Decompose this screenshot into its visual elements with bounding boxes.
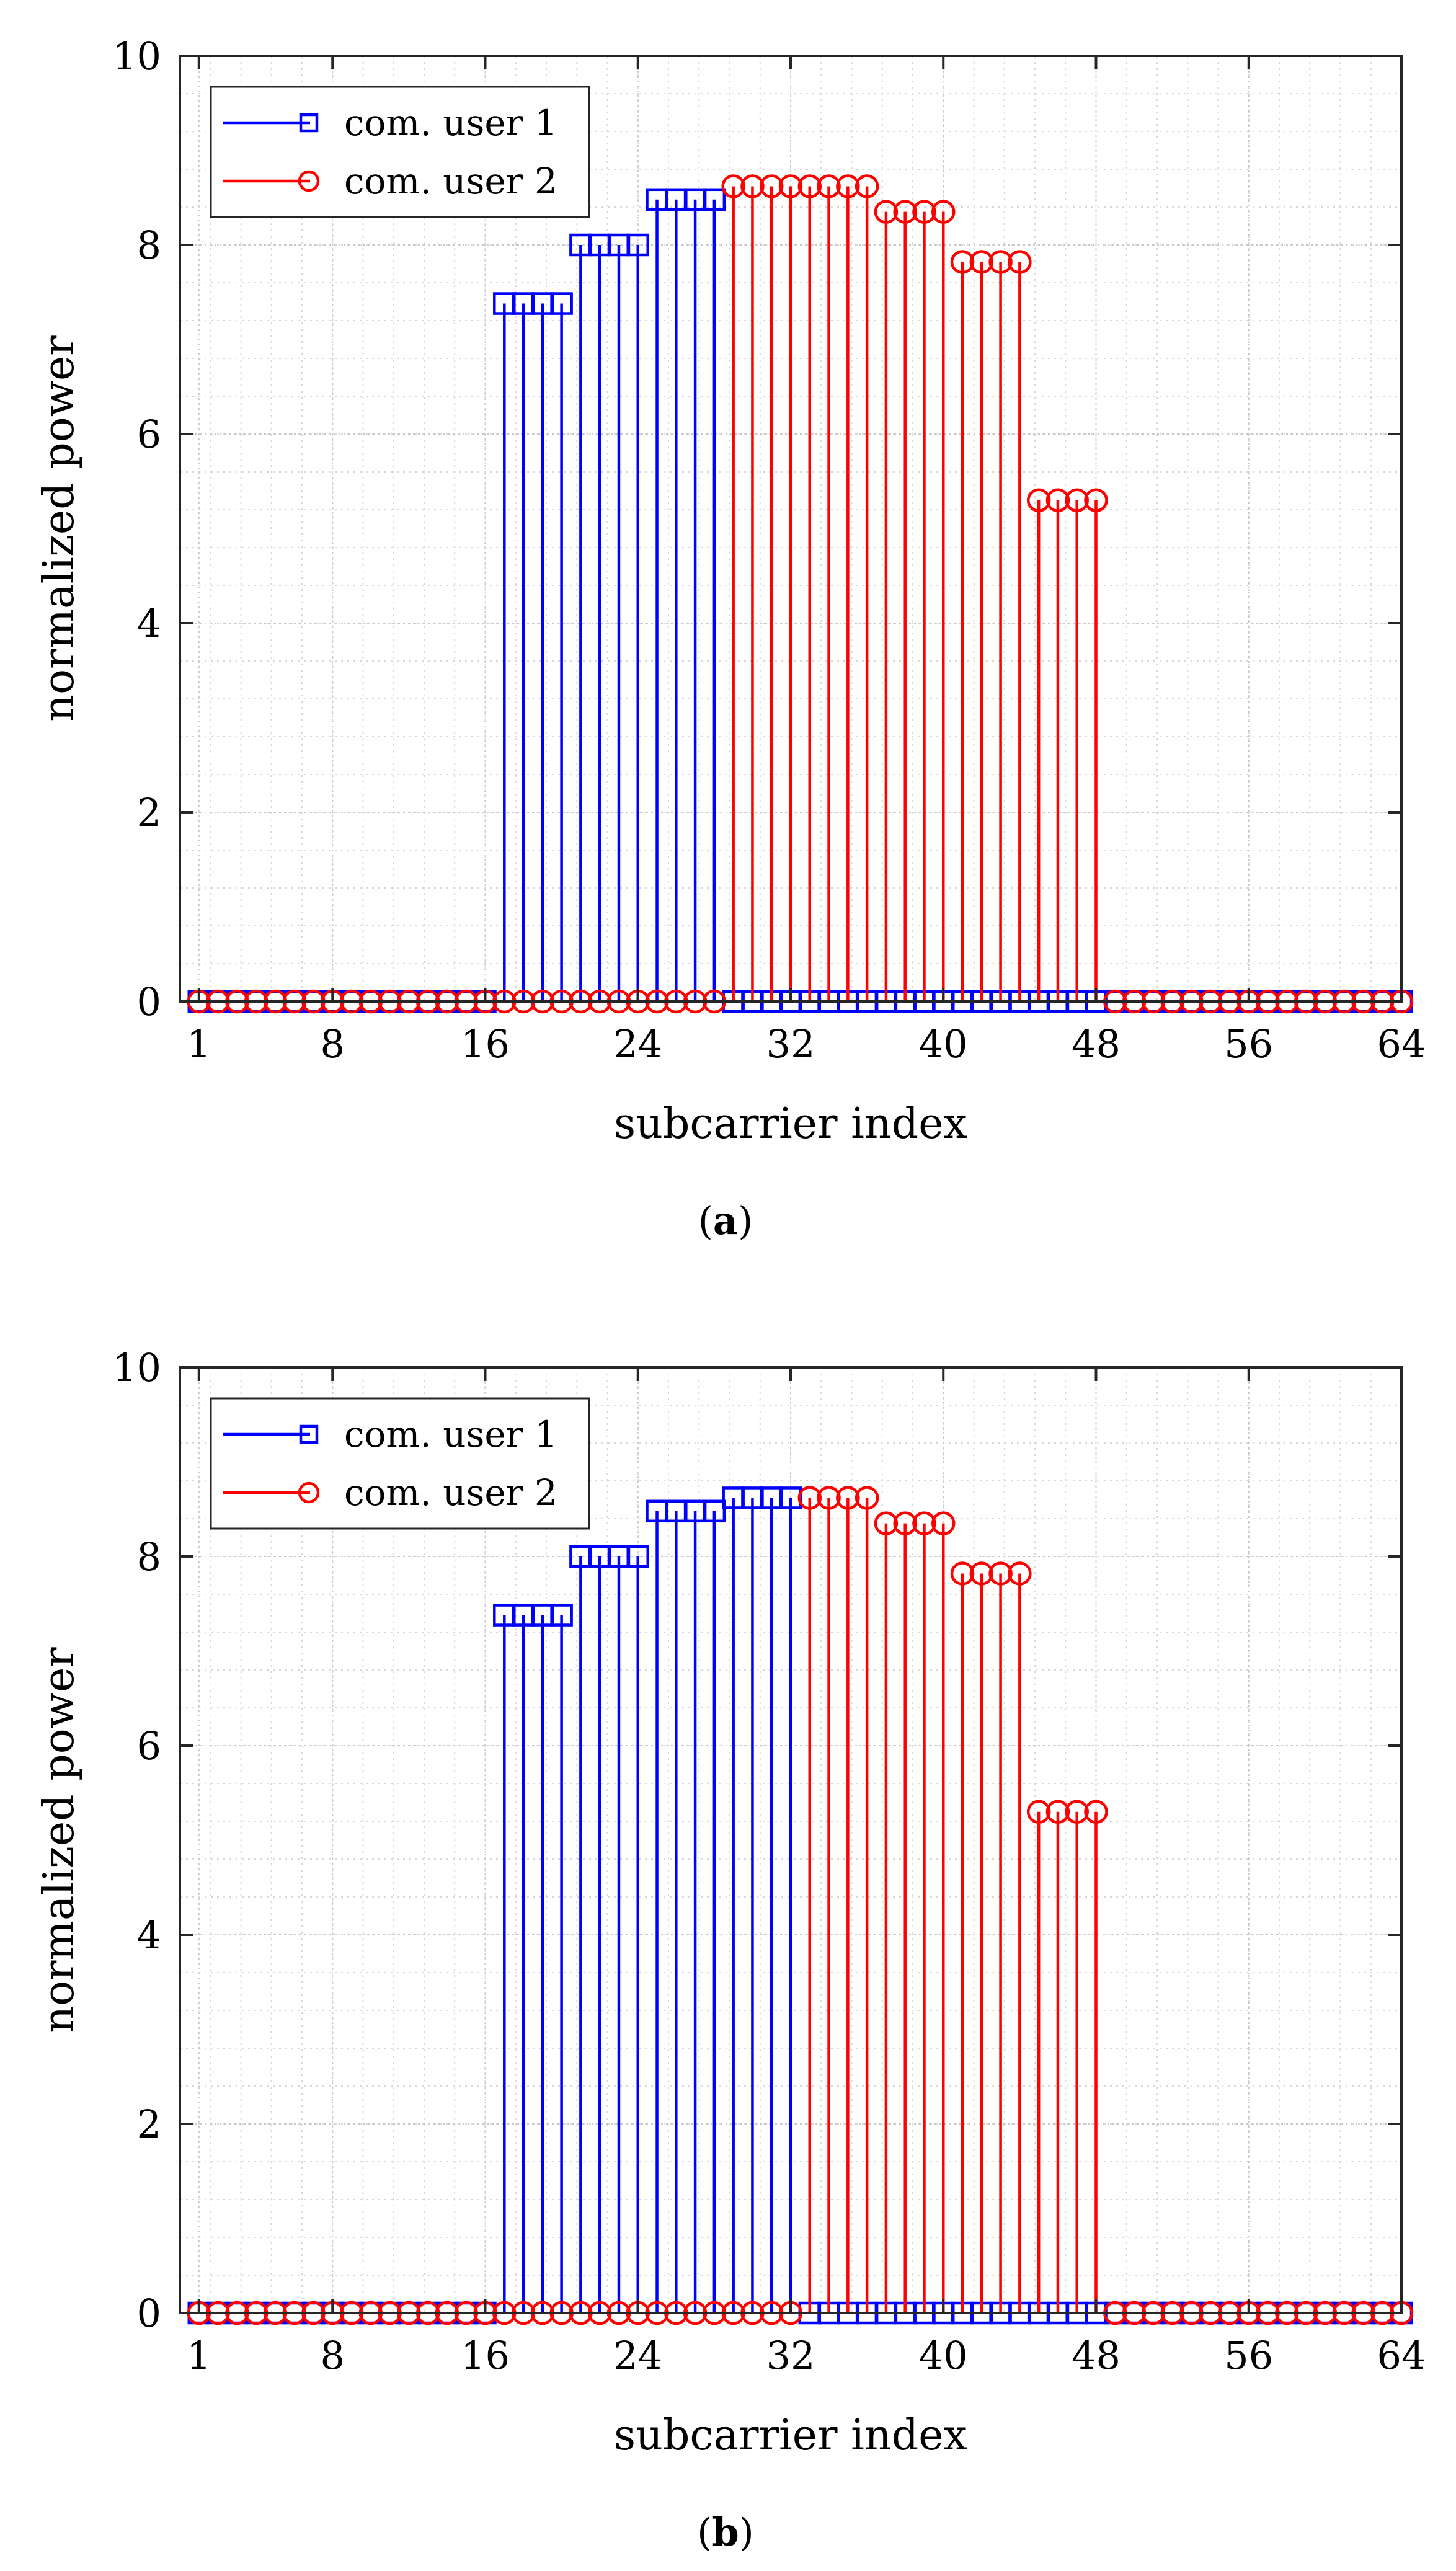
data-point-circle xyxy=(855,1486,879,1510)
data-point-circle xyxy=(874,200,899,224)
data-point-circle xyxy=(912,1511,936,1535)
y-tick-label: 6 xyxy=(137,412,161,457)
data-point-circle xyxy=(1008,250,1032,274)
data-point-circle xyxy=(836,1486,860,1510)
data-point-circle xyxy=(988,1561,1013,1586)
y-axis-label: normalized power xyxy=(35,1647,84,2033)
legend-marker-circle xyxy=(298,1481,320,1504)
data-point-circle xyxy=(969,250,994,274)
data-point-square xyxy=(550,1604,573,1627)
data-point-circle xyxy=(1026,488,1051,512)
data-point-circle xyxy=(950,1561,975,1586)
legend-box xyxy=(210,86,590,218)
y-tick-label: 10 xyxy=(112,1345,161,1390)
y-tick-label: 4 xyxy=(137,601,161,646)
data-point-circle xyxy=(874,1511,899,1535)
x-tick-label: 64 xyxy=(1377,1021,1426,1067)
x-axis-label: subcarrier index xyxy=(614,1099,967,1148)
caption-paren-open: ( xyxy=(697,2510,712,2555)
data-point-square xyxy=(626,233,649,257)
data-point-circle xyxy=(1008,1561,1032,1586)
legend-entry-label: com. user 2 xyxy=(344,1472,557,1514)
legend-entry-label: com. user 2 xyxy=(344,160,557,202)
data-point-circle xyxy=(1084,1800,1108,1824)
x-tick-label: 16 xyxy=(461,1021,510,1067)
data-point-circle xyxy=(931,1511,956,1535)
legend-entry-label: com. user 1 xyxy=(344,102,557,144)
x-tick-label: 48 xyxy=(1072,2333,1121,2378)
y-tick-label: 6 xyxy=(137,1723,161,1769)
data-point-circle xyxy=(893,1511,917,1535)
data-point-circle xyxy=(931,200,956,224)
data-point-circle xyxy=(797,1486,822,1510)
data-point-circle xyxy=(1084,488,1108,512)
data-point-circle xyxy=(912,200,936,224)
data-point-square xyxy=(550,292,573,315)
x-tick-label: 1 xyxy=(187,2333,211,2378)
data-point-circle xyxy=(740,174,765,198)
x-tick-label: 48 xyxy=(1072,1021,1121,1067)
caption-paren-close: ) xyxy=(738,1198,753,1243)
y-tick-label: 0 xyxy=(137,979,161,1024)
x-tick-label: 32 xyxy=(766,2333,815,2378)
legend-box xyxy=(210,1397,590,1530)
x-tick-label: 8 xyxy=(321,1021,345,1067)
x-tick-label: 56 xyxy=(1224,2333,1273,2378)
y-axis-label: normalized power xyxy=(35,335,84,722)
data-point-circle xyxy=(797,174,822,198)
x-tick-label: 8 xyxy=(321,2333,345,2378)
data-point-square xyxy=(703,1499,726,1523)
caption-paren-close: ) xyxy=(739,2510,754,2555)
x-tick-label: 56 xyxy=(1224,1021,1273,1067)
data-point-circle xyxy=(969,1561,994,1586)
legend-marker-square xyxy=(299,1424,319,1444)
y-tick-label: 2 xyxy=(137,2102,161,2147)
data-point-square xyxy=(626,1545,649,1568)
y-tick-label: 8 xyxy=(137,1534,161,1579)
data-point-circle xyxy=(817,1486,841,1510)
y-tick-label: 4 xyxy=(137,1912,161,1958)
y-tick-label: 0 xyxy=(137,2291,161,2336)
caption-letter: b xyxy=(712,2510,739,2555)
x-tick-label: 64 xyxy=(1377,2333,1426,2378)
data-point-square xyxy=(703,188,726,211)
panel-caption: (a) xyxy=(698,1198,753,1243)
legend-entry-label: com. user 1 xyxy=(344,1413,557,1455)
data-point-circle xyxy=(988,250,1013,274)
x-tick-label: 24 xyxy=(613,1021,662,1067)
y-tick-label: 2 xyxy=(137,790,161,835)
data-point-circle xyxy=(1026,1800,1051,1824)
x-tick-label: 24 xyxy=(613,2333,662,2378)
data-point-circle xyxy=(1045,488,1070,512)
x-tick-label: 40 xyxy=(919,2333,968,2378)
x-tick-label: 1 xyxy=(187,1021,211,1067)
data-point-circle xyxy=(759,174,784,198)
data-point-circle xyxy=(721,174,745,198)
data-point-circle xyxy=(778,174,803,198)
data-point-circle xyxy=(1065,1800,1089,1824)
x-tick-label: 16 xyxy=(461,2333,510,2378)
data-point-circle xyxy=(1045,1800,1070,1824)
data-point-circle xyxy=(817,174,841,198)
caption-letter: a xyxy=(713,1198,738,1243)
x-tick-label: 40 xyxy=(919,1021,968,1067)
data-point-circle xyxy=(893,200,917,224)
data-point-circle xyxy=(836,174,860,198)
legend-marker-square xyxy=(299,113,319,133)
data-point-circle xyxy=(950,250,975,274)
y-tick-label: 10 xyxy=(112,33,161,79)
x-axis-label: subcarrier index xyxy=(614,2411,967,2460)
panel-caption: (b) xyxy=(697,2510,754,2555)
x-tick-label: 32 xyxy=(766,1021,815,1067)
data-point-circle xyxy=(855,174,879,198)
legend-marker-circle xyxy=(298,170,320,192)
caption-paren-open: ( xyxy=(698,1198,713,1243)
data-point-circle xyxy=(1065,488,1089,512)
series-2 xyxy=(187,174,1414,1014)
y-tick-label: 8 xyxy=(137,223,161,268)
